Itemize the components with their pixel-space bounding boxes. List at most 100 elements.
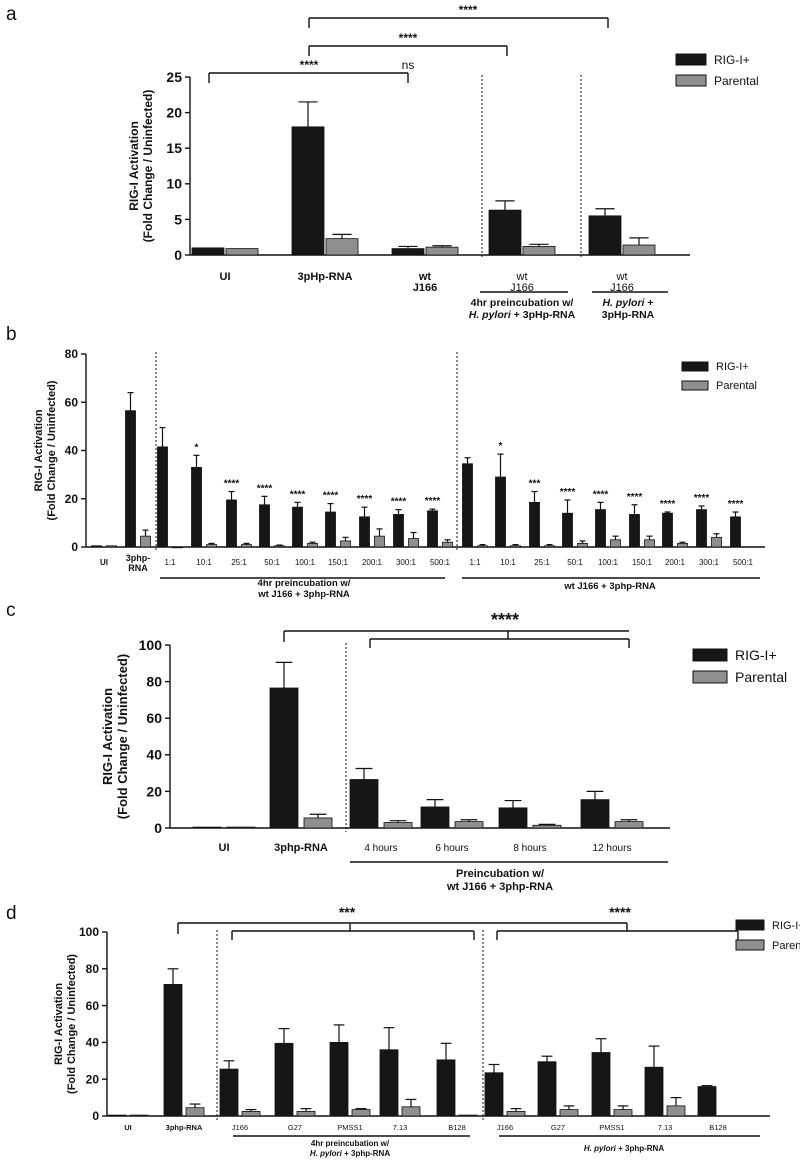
- bar-rig-i: [191, 466, 202, 548]
- x-category-label: 7.13: [658, 1123, 673, 1132]
- y-axis-label-line1: RIG-I Activation: [53, 983, 65, 1065]
- significance-label: ***: [339, 904, 356, 920]
- x-category-label: 1:1: [469, 558, 481, 567]
- bar-rig-i: [125, 410, 136, 548]
- x-category-label: 100:1: [295, 558, 316, 567]
- panel-letter: c: [6, 600, 16, 621]
- bar-parental: [383, 822, 413, 829]
- legend-swatch-parental: [692, 670, 728, 684]
- bar-rig-i: [537, 1061, 557, 1117]
- bar-rig-i: [274, 1042, 294, 1117]
- bar-rig-i: [191, 247, 225, 256]
- x-category-label: J166: [610, 282, 634, 294]
- x-category-label: 50:1: [567, 558, 583, 567]
- group-label: 3pHp-RNA: [602, 309, 655, 321]
- bar-parental: [510, 545, 521, 548]
- x-category-label: G27: [551, 1123, 565, 1132]
- y-tick-label: 80: [65, 347, 79, 361]
- y-tick-label: 20: [86, 1072, 100, 1086]
- y-tick-label: 100: [139, 637, 163, 653]
- significance-label: ****: [627, 492, 643, 503]
- bar-parental: [408, 538, 419, 548]
- x-category-label: 200:1: [665, 558, 686, 567]
- x-category-label: 300:1: [699, 558, 720, 567]
- bar-rig-i: [488, 209, 522, 256]
- x-category-label: 4 hours: [364, 843, 397, 854]
- bar-parental: [666, 1105, 686, 1117]
- y-axis-label-line1: RIG-I Activation: [100, 688, 115, 785]
- bar-rig-i: [591, 1052, 611, 1117]
- x-category-label: 500:1: [733, 558, 754, 567]
- significance-label: ****: [323, 491, 339, 502]
- x-category-label: B128: [709, 1123, 727, 1132]
- x-category-label: 150:1: [328, 558, 349, 567]
- bar-rig-i: [157, 446, 168, 548]
- y-tick-label: 100: [79, 925, 99, 939]
- significance-label: ****: [357, 494, 373, 505]
- y-tick-label: 80: [146, 674, 162, 690]
- x-category-label: 25:1: [231, 558, 247, 567]
- x-category-label: J166: [413, 282, 437, 294]
- group-label: 4hr preincubation w/: [258, 578, 351, 589]
- x-category-label: 300:1: [396, 558, 417, 567]
- bar-parental: [241, 544, 252, 548]
- y-axis-label-line1: RIG-I Activation: [33, 409, 45, 491]
- bar-parental: [454, 821, 484, 829]
- x-category-label: wt: [616, 271, 628, 283]
- y-tick-label: 5: [174, 211, 182, 227]
- bar-parental: [325, 238, 359, 256]
- x-category-label: 50:1: [264, 558, 280, 567]
- y-tick-label: 60: [65, 395, 79, 409]
- bar-parental: [506, 1111, 526, 1117]
- bar-parental: [559, 1109, 579, 1117]
- bar-parental: [610, 539, 621, 548]
- bar-rig-i: [644, 1066, 664, 1117]
- y-axis-label: RIG-I Activation (Fold Change / Uninfecte…: [33, 380, 58, 520]
- x-category-label: 200:1: [362, 558, 383, 567]
- y-axis-label: RIG-I Activation (Fold Change / Uninfecte…: [127, 90, 155, 243]
- bar-rig-i: [91, 545, 102, 548]
- panel-a: a 0 5 10 15 20 25 RIG-I Activation (Fold Change …: [6, 3, 759, 321]
- panel-letter: a: [6, 4, 17, 25]
- x-category-label: 3php-RNA: [166, 1123, 203, 1132]
- y-axis-label-line2: (Fold Change / Uninfected): [115, 654, 130, 819]
- legend-swatch-rig-i: [692, 648, 728, 662]
- bar-rig-i: [498, 807, 528, 829]
- panel-letter: b: [6, 324, 17, 345]
- significance-label: ns: [402, 58, 415, 72]
- legend-label-rig-i: RIG-I+: [772, 920, 800, 932]
- y-tick-label: 0: [154, 820, 162, 836]
- bar-parental: [622, 244, 656, 256]
- group-label: H. pylori + 3php-RNA: [310, 1149, 390, 1158]
- x-category-label: 3pHp-RNA: [298, 271, 353, 283]
- y-tick-label: 0: [174, 247, 182, 263]
- significance-label: *: [499, 441, 503, 452]
- bar-parental: [711, 536, 722, 548]
- bar-parental: [425, 246, 459, 256]
- bar-rig-i: [580, 799, 610, 829]
- bar-parental: [307, 542, 318, 548]
- significance-label: ***: [529, 479, 541, 490]
- bar-rig-i: [595, 509, 606, 548]
- bar-parental: [206, 544, 217, 548]
- y-tick-label: 60: [146, 710, 162, 726]
- x-category-label: 10:1: [196, 558, 212, 567]
- bar-rig-i: [259, 504, 270, 548]
- legend-label-parental: Parental: [772, 940, 800, 952]
- significance-label: *: [195, 442, 199, 453]
- bar-rig-i: [529, 501, 540, 548]
- x-category-label: 8 hours: [513, 843, 546, 854]
- bar-rig-i: [163, 984, 183, 1117]
- bar-rig-i: [697, 1086, 717, 1117]
- bar-rig-i: [562, 512, 573, 548]
- bar-parental: [140, 535, 151, 548]
- legend-swatch-parental: [681, 380, 709, 391]
- bar-rig-i: [391, 248, 425, 256]
- significance-label: ****: [290, 489, 306, 500]
- bar-parental: [442, 541, 453, 548]
- bar-parental: [225, 248, 259, 256]
- x-category-label: UI: [124, 1123, 132, 1132]
- legend-swatch-parental: [675, 74, 707, 87]
- y-axis-label-line2: (Fold Change / Uninfected): [141, 90, 155, 243]
